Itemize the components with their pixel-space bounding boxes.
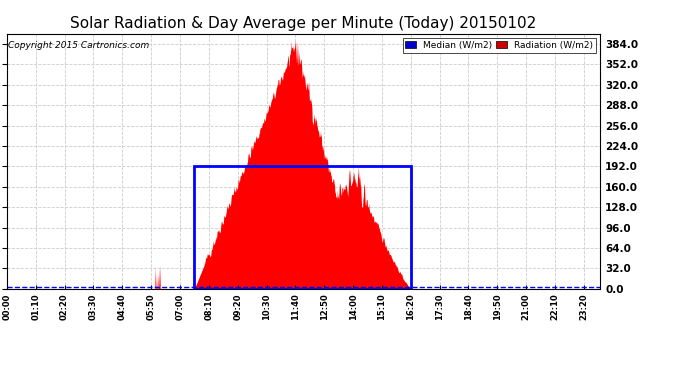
Bar <box>195 166 411 289</box>
Title: Solar Radiation & Day Average per Minute (Today) 20150102: Solar Radiation & Day Average per Minute… <box>70 16 537 31</box>
Text: Copyright 2015 Cartronics.com: Copyright 2015 Cartronics.com <box>8 41 149 50</box>
Legend: Median (W/m2), Radiation (W/m2): Median (W/m2), Radiation (W/m2) <box>402 38 595 53</box>
